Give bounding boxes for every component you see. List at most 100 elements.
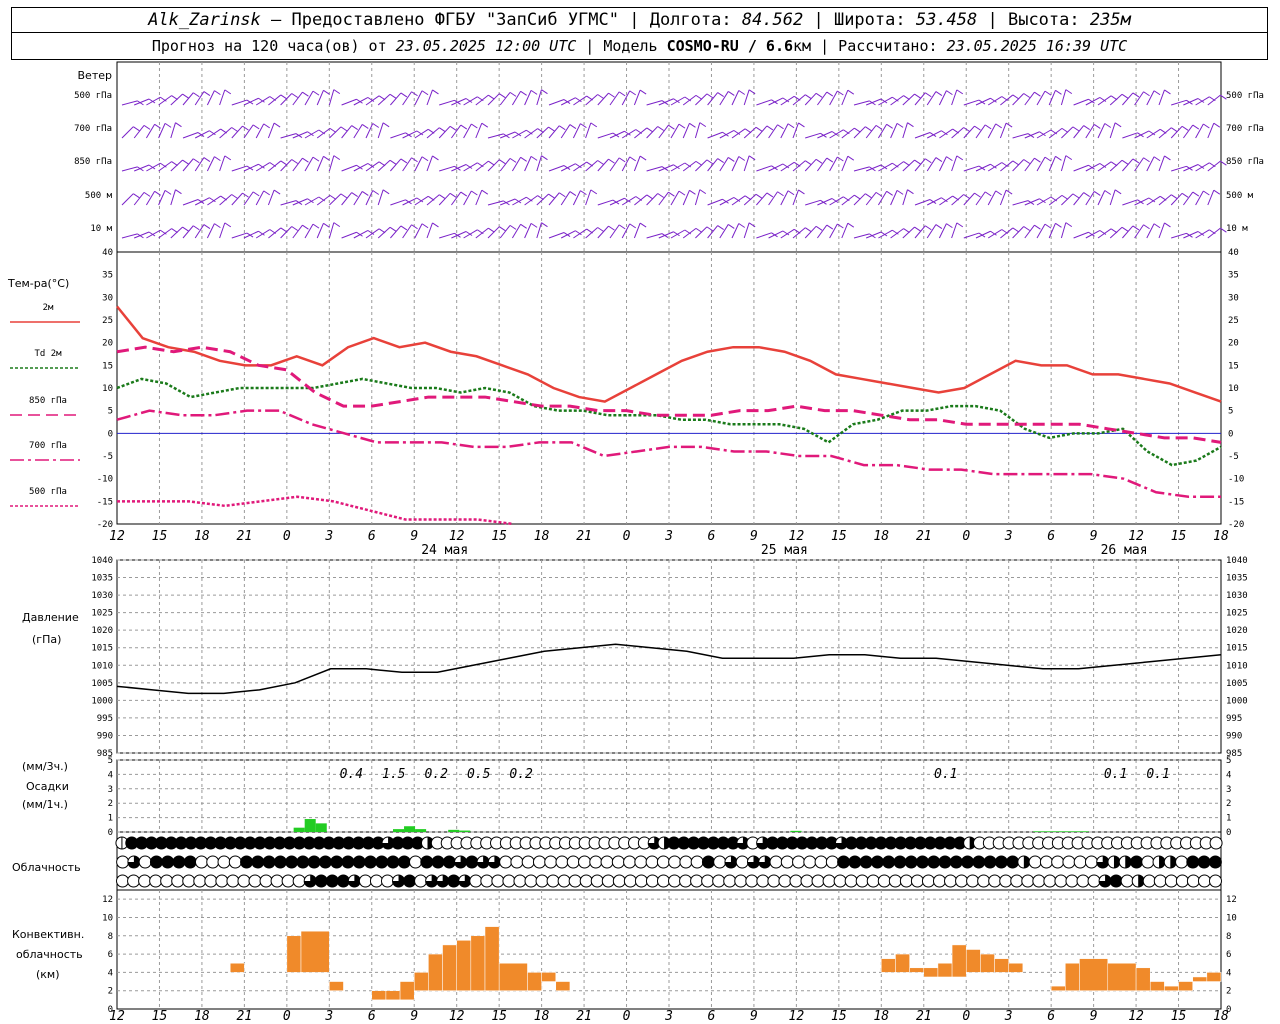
temp-y-tick-right: 40 bbox=[1228, 248, 1239, 258]
x-tick-label-bottom: 12 bbox=[449, 1009, 465, 1024]
cloud-symbol bbox=[837, 855, 851, 869]
wind-barb-feather bbox=[717, 158, 724, 163]
wind-barb bbox=[780, 161, 795, 172]
cloud-symbol bbox=[237, 874, 251, 888]
cloud-symbol bbox=[566, 855, 580, 869]
cloud-symbol bbox=[579, 874, 593, 888]
wind-barb-feather bbox=[400, 92, 408, 98]
temp-y-tick: 10 bbox=[102, 384, 113, 394]
wind-barb bbox=[206, 223, 215, 239]
wind-level-label: 10 м bbox=[90, 224, 112, 234]
wind-barb bbox=[1073, 125, 1085, 139]
cloud-symbol bbox=[442, 855, 456, 869]
conv-cloud-bar bbox=[1050, 985, 1066, 991]
wind-barb-feather bbox=[421, 90, 429, 96]
cloud-symbol bbox=[1087, 874, 1101, 888]
wind-barb-feather bbox=[847, 155, 855, 161]
wind-barb bbox=[670, 229, 686, 239]
wind-barb-feather bbox=[307, 198, 314, 204]
cloud-symbol bbox=[866, 874, 880, 888]
pressure-y-tick-right: 1005 bbox=[1226, 679, 1248, 689]
cloud-circle bbox=[735, 855, 749, 869]
wind-barb-feather bbox=[963, 127, 970, 132]
conv-cloud-bar bbox=[937, 962, 953, 978]
wind-barb-feather bbox=[209, 130, 216, 136]
wind-barb-feather bbox=[896, 189, 904, 195]
cloud-symbol bbox=[138, 855, 152, 869]
cloud-symbol bbox=[510, 855, 524, 869]
wind-barb bbox=[572, 190, 581, 206]
wind-barb bbox=[377, 226, 391, 239]
cloud-circle bbox=[932, 874, 946, 888]
cloud-symbol bbox=[1054, 874, 1068, 888]
wind-barb-feather bbox=[1213, 122, 1221, 128]
wind-barb bbox=[292, 157, 303, 172]
cloud-circle bbox=[206, 855, 220, 869]
cloud-symbol bbox=[822, 874, 836, 888]
cloud-symbol bbox=[521, 855, 535, 869]
cloud-symbol bbox=[800, 874, 814, 888]
wind-barb-feather bbox=[291, 93, 298, 98]
wind-barb bbox=[963, 232, 980, 239]
cloud-symbol bbox=[1175, 874, 1189, 888]
wind-barb-feather bbox=[618, 224, 626, 230]
precip-bar bbox=[459, 830, 471, 832]
cloud-circle bbox=[983, 855, 997, 869]
wind-barb-feather bbox=[148, 231, 156, 237]
wind-barb bbox=[670, 190, 680, 206]
wind-barb-feather bbox=[914, 159, 921, 165]
cloud-symbol bbox=[756, 874, 770, 888]
wind-barb-feather bbox=[329, 127, 337, 133]
conv-y-tick: 6 bbox=[108, 950, 113, 960]
wind-barb bbox=[1048, 194, 1063, 206]
cloud-three-quarter bbox=[758, 856, 771, 868]
cloud-symbol bbox=[1032, 874, 1046, 888]
wind-barb bbox=[133, 192, 145, 206]
wind-barb bbox=[853, 233, 870, 239]
wind-barb-feather bbox=[351, 125, 358, 130]
cloud-three-quarter bbox=[1099, 875, 1112, 888]
wind-barb-feather bbox=[291, 226, 298, 231]
x-tick-label: 0 bbox=[623, 529, 631, 544]
wind-barb-feather bbox=[1044, 223, 1052, 229]
cloud-symbol bbox=[1096, 855, 1110, 869]
cloud-circle bbox=[855, 874, 869, 888]
wind-barb bbox=[121, 166, 138, 172]
wind-barb-feather bbox=[411, 91, 418, 97]
wind-barb bbox=[1036, 223, 1046, 239]
temp-panel-title: Тем-ра(°C) bbox=[7, 277, 69, 290]
cloud-symbol bbox=[882, 855, 896, 869]
cloud-symbol bbox=[386, 855, 400, 869]
wind-barb bbox=[451, 231, 467, 239]
wind-barb-feather bbox=[520, 223, 527, 229]
cloud-symbol bbox=[600, 855, 614, 869]
wind-barb bbox=[975, 124, 986, 139]
wind-barb-feather bbox=[400, 225, 408, 231]
wind-barb bbox=[511, 224, 522, 239]
cloud-symbol bbox=[251, 855, 265, 869]
wind-barb-feather bbox=[389, 226, 397, 232]
cloud-circle bbox=[701, 855, 715, 869]
cloud-symbol bbox=[568, 874, 582, 888]
wind-barb-feather bbox=[333, 89, 341, 95]
wind-barb-feather bbox=[657, 126, 664, 131]
wind-barb-feather bbox=[847, 222, 855, 228]
cloud-circle bbox=[502, 874, 516, 888]
x-tick-label: 0 bbox=[283, 529, 291, 544]
wind-barb bbox=[194, 157, 205, 172]
cloud-circle bbox=[325, 874, 339, 888]
wind-barb bbox=[1207, 94, 1221, 106]
wind-barb bbox=[402, 224, 412, 239]
wind-barb-feather bbox=[925, 158, 932, 164]
cloud-symbol bbox=[756, 836, 770, 850]
wind-barb-feather bbox=[717, 92, 724, 97]
wind-barb-feather bbox=[203, 224, 211, 229]
cloud-three-quarter bbox=[835, 837, 848, 849]
x-tick-label-bottom: 15 bbox=[831, 1009, 847, 1024]
wind-barb-feather bbox=[1121, 159, 1129, 165]
cloud-circle bbox=[204, 874, 218, 888]
wind-barb bbox=[1158, 155, 1165, 172]
wind-barb-feather bbox=[520, 90, 527, 96]
wind-barb bbox=[670, 162, 686, 172]
cloud-symbol bbox=[792, 855, 806, 869]
